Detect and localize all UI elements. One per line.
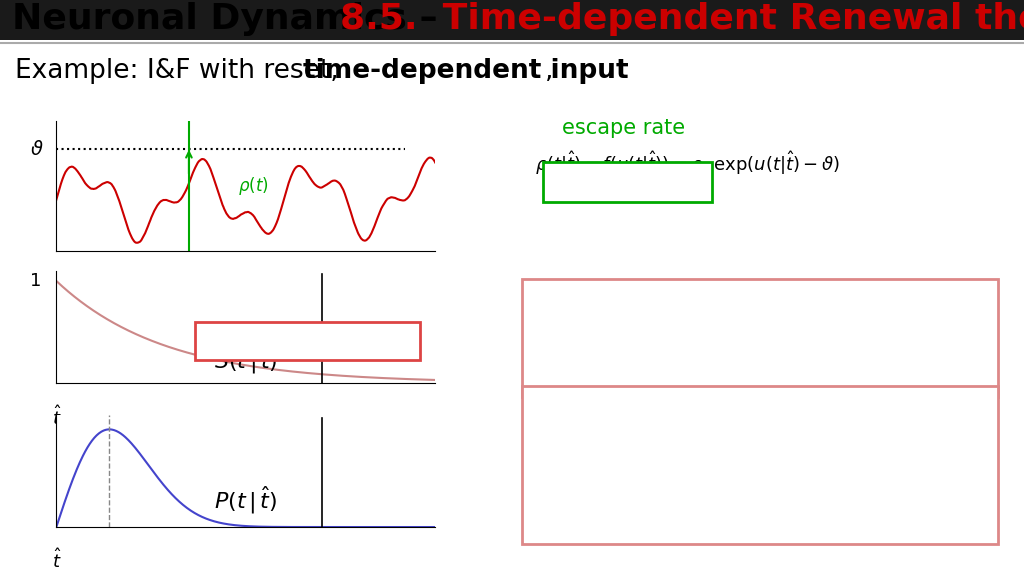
Text: $\vartheta$: $\vartheta$	[30, 140, 43, 159]
Text: $\rho(t|\hat{t}) = f(u(t|\hat{t})) = \rho_\vartheta\,\exp(u(t|\hat{t}) - \varthe: $\rho(t|\hat{t}) = f(u(t|\hat{t})) = \rh…	[535, 149, 840, 177]
Text: ,: ,	[545, 58, 554, 84]
Text: Example: I&F with reset,: Example: I&F with reset,	[15, 58, 347, 84]
Text: 8.5.  Time-dependent Renewal theory: 8.5. Time-dependent Renewal theory	[340, 2, 1024, 36]
Text: $S(t|\hat{t}) = \exp\!\left(-\int_{\hat{t}}^{t} \rho(t'|\hat{t})\,dt'\right)$: $S(t|\hat{t}) = \exp\!\left(-\int_{\hat{…	[548, 332, 838, 380]
Text: $\rho(t)$: $\rho(t)$	[239, 175, 269, 198]
Text: $P(t\,|\,\hat{t})$: $P(t\,|\,\hat{t})$	[214, 484, 278, 516]
Text: $= -\dfrac{d}{dt}\,S(t|\hat{t})$: $= -\dfrac{d}{dt}\,S(t|\hat{t})$	[555, 508, 678, 548]
Text: 1: 1	[30, 272, 41, 290]
Text: $\hat{t}$: $\hat{t}$	[184, 273, 194, 297]
FancyBboxPatch shape	[0, 0, 1024, 40]
Text: Survivor function: Survivor function	[215, 319, 390, 337]
Text: $\hat{t}$: $\hat{t}$	[51, 406, 61, 429]
Text: $S(t\,|\,\hat{t})$: $S(t\,|\,\hat{t})$	[214, 344, 278, 377]
Text: escape rate: escape rate	[562, 118, 685, 138]
Text: $\hat{t}$: $\hat{t}$	[51, 548, 61, 573]
Text: Neuronal Dynamics –: Neuronal Dynamics –	[12, 2, 451, 36]
Text: time-dependent input: time-dependent input	[303, 58, 629, 84]
Text: Interval distribution: Interval distribution	[215, 485, 419, 503]
Text: $P(t|\hat{t}) = \rho(t|\hat{t})\exp\!\left(-\int_{\hat{t}}^{t} \rho(t'|\hat{t})\: $P(t|\hat{t}) = \rho(t|\hat{t})\exp\!\le…	[540, 468, 843, 508]
